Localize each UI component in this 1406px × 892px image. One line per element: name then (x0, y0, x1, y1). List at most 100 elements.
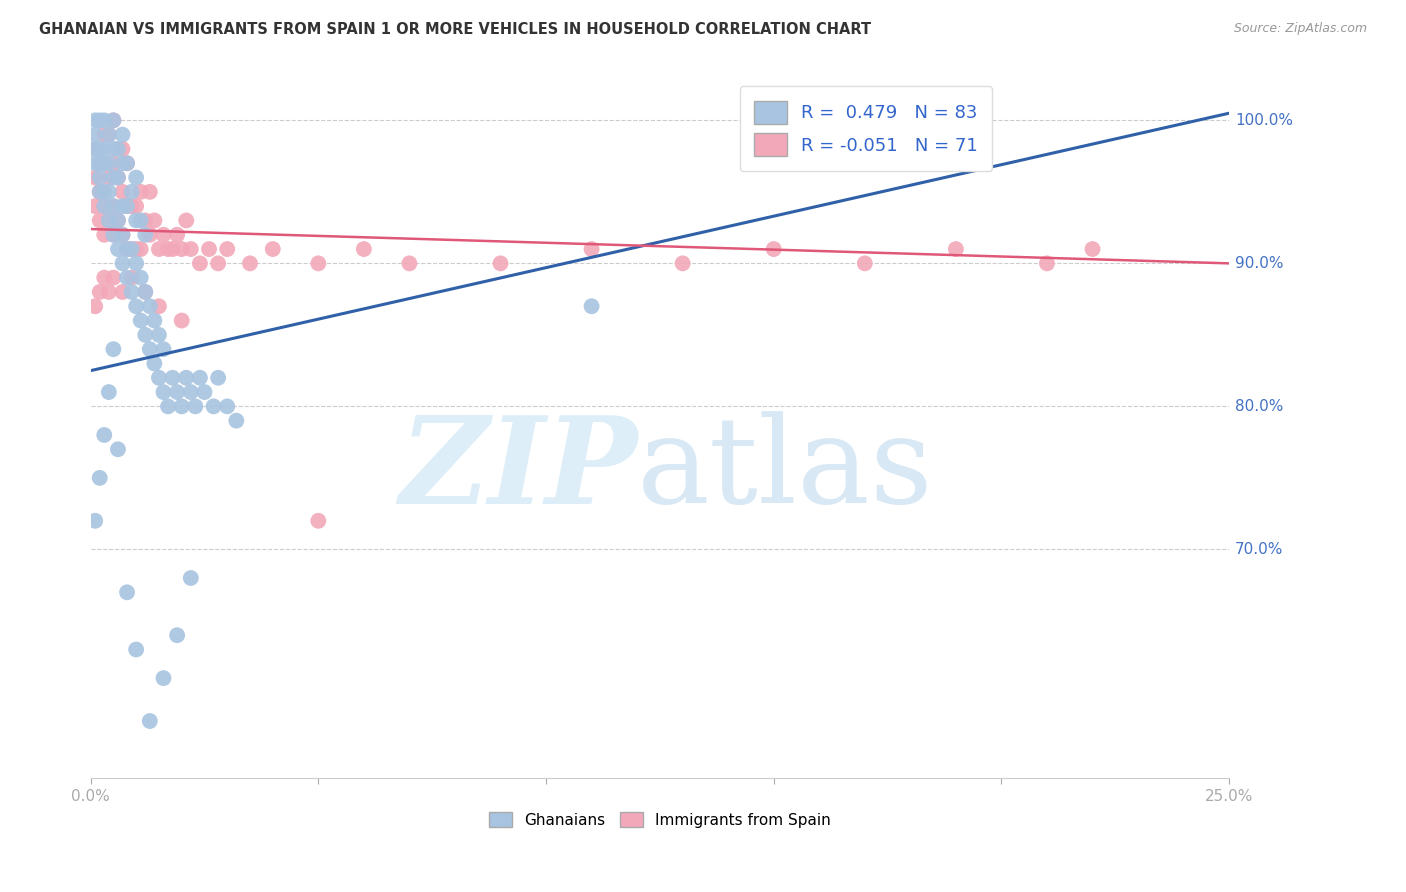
Point (180, 242, 202, 256)
Point (84, 156, 107, 170)
Point (157, 400, 180, 414)
Point (184, 400, 207, 414)
Point (84, 128, 107, 142)
Point (111, 227, 134, 242)
Text: Source: ZipAtlas.com: Source: ZipAtlas.com (1233, 22, 1367, 36)
Point (111, 199, 134, 213)
Point (111, 256, 134, 270)
Point (139, 714, 162, 728)
Point (188, 371, 211, 385)
Point (217, 242, 239, 256)
Point (89, 285, 111, 299)
Point (121, 185, 143, 199)
Point (115, 242, 138, 256)
Point (143, 213, 166, 227)
Point (84, 142, 107, 156)
Point (134, 213, 156, 227)
Point (762, 242, 785, 256)
Point (103, 113, 125, 128)
Point (143, 313, 166, 327)
Point (115, 199, 138, 213)
Point (107, 213, 129, 227)
Point (97, 385, 120, 400)
Point (148, 371, 170, 385)
Point (198, 242, 221, 256)
Point (672, 256, 695, 270)
Point (84, 514, 107, 528)
Point (97, 170, 120, 185)
Point (157, 242, 180, 256)
Point (93, 227, 115, 242)
Point (121, 270, 143, 285)
Point (148, 242, 170, 256)
Point (103, 342, 125, 356)
Point (84, 299, 107, 313)
Point (89, 156, 111, 170)
Point (111, 128, 134, 142)
Point (111, 156, 134, 170)
Point (115, 242, 138, 256)
Point (103, 270, 125, 285)
Point (945, 242, 967, 256)
Point (107, 142, 129, 156)
Text: GHANAIAN VS IMMIGRANTS FROM SPAIN 1 OR MORE VEHICLES IN HOUSEHOLD CORRELATION CH: GHANAIAN VS IMMIGRANTS FROM SPAIN 1 OR M… (39, 22, 872, 37)
Point (398, 256, 420, 270)
Point (111, 227, 134, 242)
Point (121, 242, 143, 256)
Point (170, 242, 193, 256)
Point (103, 227, 125, 242)
Point (129, 213, 152, 227)
Point (115, 199, 138, 213)
Point (89, 185, 111, 199)
Point (139, 227, 162, 242)
Point (152, 342, 174, 356)
Point (129, 185, 152, 199)
Point (97, 185, 120, 199)
Point (93, 270, 115, 285)
Point (89, 113, 111, 128)
Point (103, 113, 125, 128)
Point (489, 256, 512, 270)
Point (1081, 242, 1104, 256)
Point (115, 585, 138, 599)
Point (107, 442, 129, 457)
Point (262, 242, 284, 256)
Point (115, 156, 138, 170)
Point (93, 113, 115, 128)
Point (84, 142, 107, 156)
Point (111, 285, 134, 299)
Point (162, 371, 184, 385)
Point (139, 342, 162, 356)
Point (139, 299, 162, 313)
Point (125, 299, 148, 313)
Point (121, 242, 143, 256)
Point (353, 242, 375, 256)
Point (89, 185, 111, 199)
Point (111, 142, 134, 156)
Point (111, 185, 134, 199)
Point (134, 285, 156, 299)
Point (129, 270, 152, 285)
Point (103, 156, 125, 170)
Point (202, 400, 225, 414)
Point (139, 185, 162, 199)
Point (93, 142, 115, 156)
Point (89, 213, 111, 227)
Point (115, 156, 138, 170)
Point (93, 156, 115, 170)
Point (166, 385, 188, 400)
Point (134, 227, 156, 242)
Point (581, 299, 603, 313)
Point (174, 213, 197, 227)
Text: 70.0%: 70.0% (1234, 542, 1284, 557)
Point (162, 242, 184, 256)
Point (97, 128, 120, 142)
Point (148, 299, 170, 313)
Point (143, 356, 166, 370)
Point (97, 213, 120, 227)
Point (89, 170, 111, 185)
Point (93, 185, 115, 199)
Point (581, 242, 603, 256)
Point (166, 227, 188, 242)
Point (125, 170, 148, 185)
